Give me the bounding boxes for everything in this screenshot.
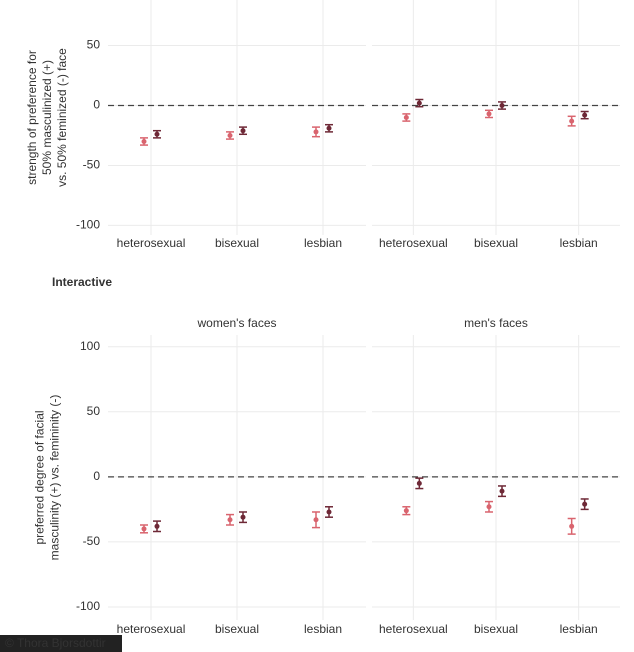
x-tick-label: lesbian <box>560 622 598 636</box>
mean-point <box>154 131 160 137</box>
x-tick-label: bisexual <box>215 236 259 250</box>
x-tick-label: heterosexual <box>379 236 448 250</box>
y-tick-label: 0 <box>93 469 100 483</box>
mean-point <box>141 526 147 532</box>
credit: © Thora Bjorsdottir <box>5 636 106 650</box>
mean-point <box>240 514 246 520</box>
y-tick-label: 50 <box>87 404 101 418</box>
y-tick-label: -100 <box>76 218 100 232</box>
mean-point <box>486 504 492 510</box>
y-axis-label-line: preferred degree of facial <box>33 410 47 544</box>
mean-point <box>582 501 588 507</box>
mean-point <box>227 517 233 523</box>
mean-point <box>313 129 319 135</box>
y-axis-label-line: vs. 50% feminized (-) face <box>55 48 69 187</box>
y-tick-label: -100 <box>76 599 100 613</box>
mean-point <box>499 488 505 494</box>
y-axis-label-line: 50% masculinized (+) <box>40 60 54 175</box>
facet-title: women's faces <box>197 316 277 330</box>
mean-point <box>154 523 160 529</box>
x-tick-label: bisexual <box>474 622 518 636</box>
x-tick-label: bisexual <box>474 236 518 250</box>
mean-point <box>499 103 505 109</box>
mean-point <box>416 480 422 486</box>
mean-point <box>141 138 147 144</box>
facet-title: men's faces <box>464 316 528 330</box>
mean-point <box>326 509 332 515</box>
mean-point <box>326 125 332 131</box>
y-tick-label: -50 <box>83 158 101 172</box>
x-tick-label: heterosexual <box>117 236 186 250</box>
mean-point <box>240 128 246 134</box>
mean-point <box>227 132 233 138</box>
section-title: Interactive <box>52 275 112 289</box>
y-tick-label: 0 <box>93 98 100 112</box>
y-tick-label: 50 <box>87 38 101 52</box>
y-tick-label: 100 <box>80 339 100 353</box>
mean-point <box>582 112 588 118</box>
x-tick-label: heterosexual <box>379 622 448 636</box>
mean-point <box>569 523 575 529</box>
y-tick-label: -50 <box>83 534 101 548</box>
x-tick-label: bisexual <box>215 622 259 636</box>
y-axis-label: preferred degree of facialmasculinity (+… <box>33 395 62 561</box>
mean-point <box>313 517 319 523</box>
mean-point <box>486 111 492 117</box>
y-axis-label: strength of preference for50% masculiniz… <box>25 48 69 187</box>
mean-point <box>403 115 409 120</box>
y-axis-label-line: strength of preference for <box>25 50 39 185</box>
credit-background <box>0 635 122 652</box>
mean-point <box>569 118 575 124</box>
y-axis-label-line: masculinity (+) vs. femininity (-) <box>48 395 62 561</box>
mean-point <box>416 100 422 106</box>
x-tick-label: heterosexual <box>117 622 186 636</box>
x-tick-label: lesbian <box>304 622 342 636</box>
x-tick-label: lesbian <box>560 236 598 250</box>
mean-point <box>403 508 409 514</box>
x-tick-label: lesbian <box>304 236 342 250</box>
